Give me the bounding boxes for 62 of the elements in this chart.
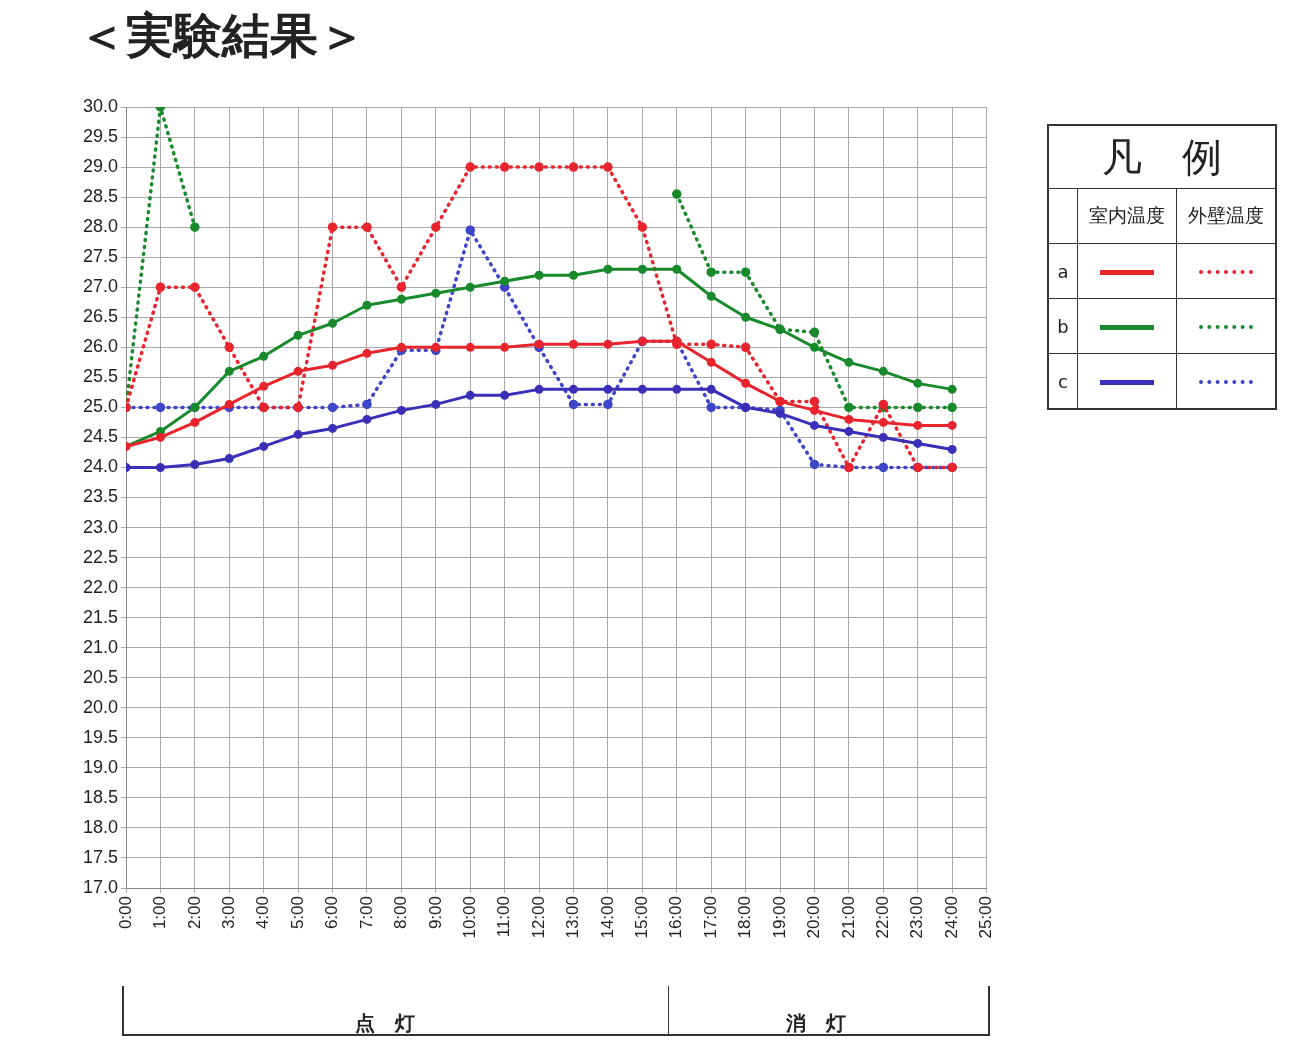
y-tick-label: 27.0 (82, 276, 118, 297)
text: 室内温度 (1077, 188, 1177, 244)
y-tick-label: 24.0 (82, 456, 118, 477)
x-tick-label: 20:00 (804, 896, 824, 939)
legend-label: b (1048, 298, 1078, 354)
x-tick-label: 25:00 (976, 896, 996, 939)
x-tick-label: 8:00 (391, 896, 411, 930)
x-tick-label: 11:00 (494, 896, 514, 938)
x-tick-label: 6:00 (322, 896, 342, 930)
text: 外壁温度 (1176, 188, 1276, 244)
x-tick-label: 4:00 (253, 896, 273, 930)
y-tick-label: 22.5 (82, 546, 118, 567)
y-tick-label: 26.0 (82, 336, 118, 357)
x-tick-label: 19:00 (769, 896, 789, 939)
x-tick-label: 9:00 (425, 896, 445, 930)
y-tick-label: 19.0 (82, 756, 118, 777)
y-tick-label: 22.0 (82, 576, 118, 597)
x-tick-label: 7:00 (356, 896, 376, 930)
y-tick-label: 29.0 (82, 156, 118, 177)
y-tick-label: 25.5 (82, 366, 118, 387)
chart-title: ＜実験結果＞ (78, 6, 366, 65)
y-tick-label: 25.0 (82, 396, 118, 417)
y-tick-label: 18.5 (82, 786, 118, 807)
y-tick-label: 17.0 (82, 876, 118, 897)
x-tick-label: 5:00 (287, 896, 307, 930)
x-tick-label: 3:00 (218, 896, 238, 930)
x-tick-label: 21:00 (838, 896, 858, 939)
y-tick-label: 20.5 (82, 666, 118, 687)
y-tick-label: 23.5 (82, 486, 118, 507)
x-tick-label: 18:00 (735, 896, 755, 939)
text: 点 灯 (355, 1010, 415, 1037)
y-tick-label: 23.0 (82, 516, 118, 537)
y-tick-label: 26.5 (82, 306, 118, 327)
legend-label: a (1048, 243, 1078, 299)
x-tick-label: 23:00 (907, 896, 927, 939)
text: 消 灯 (786, 1010, 846, 1037)
legend-title: 凡 例 (1048, 125, 1276, 189)
x-tick-label: 16:00 (666, 896, 686, 939)
x-tick-label: 22:00 (873, 896, 893, 939)
y-tick-label: 28.5 (82, 186, 118, 207)
y-tick-label: 21.0 (82, 636, 118, 657)
y-tick-label: 21.5 (82, 606, 118, 627)
x-tick-label: 17:00 (700, 896, 720, 939)
y-tick-label: 24.5 (82, 426, 118, 447)
x-tick-label: 24:00 (941, 896, 961, 939)
x-tick-label: 0:00 (115, 896, 135, 930)
y-tick-label: 29.5 (82, 126, 118, 147)
x-tick-label: 2:00 (184, 896, 204, 930)
y-tick-label: 27.5 (82, 246, 118, 267)
y-tick-label: 30.0 (82, 95, 118, 116)
y-tick-label: 19.5 (82, 726, 118, 747)
legend-label: c (1048, 353, 1078, 409)
x-tick-label: 15:00 (632, 896, 652, 939)
y-tick-label: 28.0 (82, 216, 118, 237)
x-tick-label: 14:00 (597, 896, 617, 939)
y-tick-label: 18.0 (82, 816, 118, 837)
x-tick-label: 1:00 (150, 896, 170, 930)
x-tick-label: 12:00 (528, 896, 548, 939)
x-tick-label: 13:00 (563, 896, 583, 939)
y-tick-label: 20.0 (82, 696, 118, 717)
y-tick-label: 17.5 (82, 846, 118, 867)
x-tick-label: 10:00 (459, 896, 479, 939)
